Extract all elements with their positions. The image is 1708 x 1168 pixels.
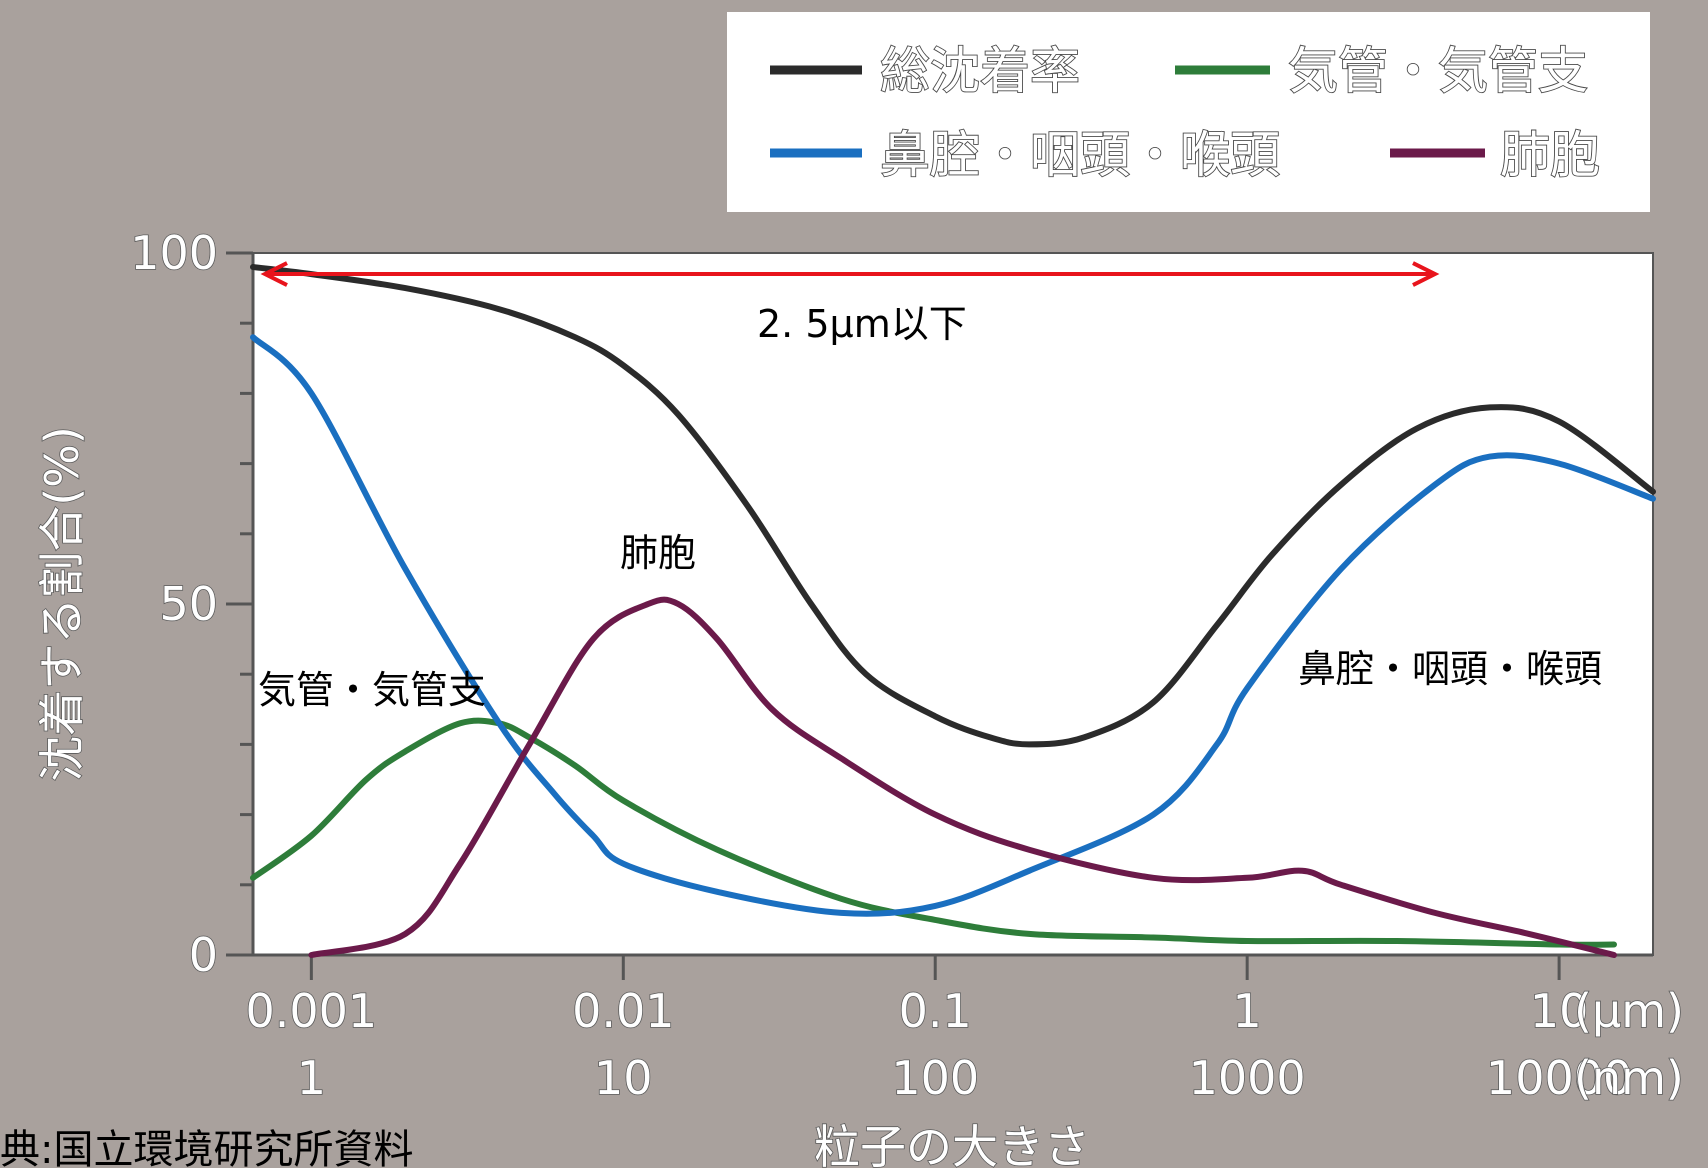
range-arrow-annotation: 2. 5μm以下 <box>260 261 1440 346</box>
x-unit-um: (μm) <box>1574 984 1684 1038</box>
x-tick-label-um: 1 <box>1233 984 1262 1038</box>
annotation-alveoli: 肺胞 <box>620 531 696 575</box>
legend-label-total: 総沈着率 <box>880 42 1080 100</box>
x-tick-label-nm: 1 <box>297 1051 326 1105</box>
x-tick-label-um: 0.1 <box>899 984 972 1038</box>
annotation-nasal: 鼻腔・咽頭・喉頭 <box>1298 647 1602 691</box>
x-tick-label-nm: 10 <box>594 1051 653 1105</box>
x-axis-title: 粒子の大きさ <box>814 1120 1090 1168</box>
legend-label-nasal: 鼻腔・咽頭・喉頭 <box>880 126 1280 184</box>
series-alveoli <box>308 596 1617 958</box>
range-arrow-label: 2. 5μm以下 <box>757 302 967 346</box>
plot-area <box>252 252 1654 956</box>
x-tick-label-um: 0.001 <box>246 984 378 1038</box>
series-total-deposition <box>250 264 1656 748</box>
x-tick-label-um: 10 <box>1530 984 1589 1038</box>
source-note: 典:国立環境研究所資料 <box>0 1127 413 1168</box>
x-tick-label-nm: 10000 <box>1486 1051 1632 1105</box>
range-arrow-head-left <box>260 261 288 287</box>
series-nasal-pharynx-larynx <box>250 334 1656 917</box>
x-unit-nm: (nm) <box>1574 1051 1684 1105</box>
y-tick-label: 50 <box>159 577 218 631</box>
legend-label-trachea: 気管・気管支 <box>1288 42 1588 100</box>
y-axis-title: 沈着する割合(%) <box>35 426 89 782</box>
x-tick-label-nm: 1000 <box>1189 1051 1306 1105</box>
annotation-trachea: 気管・気管支 <box>258 668 486 712</box>
y-tick-label: 0 <box>189 928 218 982</box>
series-trachea-bronchi <box>250 717 1617 948</box>
x-tick-label-nm: 100 <box>891 1051 979 1105</box>
legend-label-alveoli: 肺胞 <box>1500 126 1600 184</box>
x-tick-label-um: 0.01 <box>572 984 674 1038</box>
legend-box <box>727 12 1650 212</box>
legend: 総沈着率 気管・気管支 鼻腔・咽頭・喉頭 肺胞 <box>727 12 1650 212</box>
series-layer <box>250 264 1656 958</box>
range-arrow-head-right <box>1412 261 1440 287</box>
y-ticks: 0 50 100 <box>129 225 253 983</box>
y-tick-label: 100 <box>130 226 218 280</box>
x-ticks: 0.001 1 0.01 10 0.1 100 1 1000 10 10000 <box>245 955 1633 1106</box>
